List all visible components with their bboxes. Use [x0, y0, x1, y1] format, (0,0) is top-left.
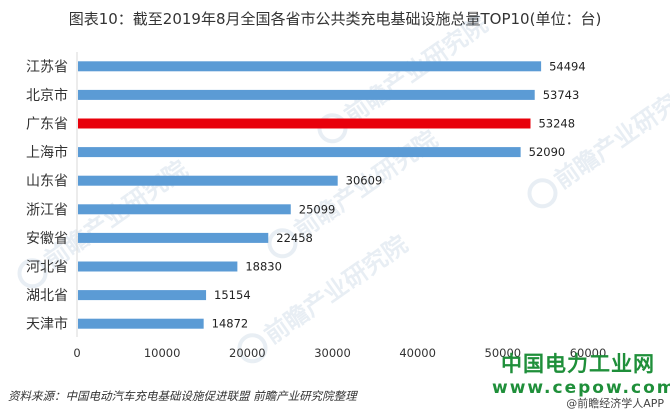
value-label: 15154	[214, 288, 251, 302]
category-label: 山东省	[26, 174, 68, 190]
value-label: 22458	[276, 231, 313, 245]
value-label: 25099	[299, 202, 336, 216]
bar-3	[78, 147, 521, 158]
bar-2	[78, 118, 531, 129]
bar-0	[78, 61, 542, 72]
bar-9	[78, 318, 204, 329]
value-label: 52090	[529, 145, 566, 159]
site-watermark: 中国电力工业网 www.cepow.com	[492, 348, 670, 398]
value-label: 54494	[549, 59, 586, 73]
x-tick-label: 40000	[399, 346, 436, 360]
x-tick-label: 0	[73, 346, 80, 360]
bar-5	[78, 204, 291, 215]
bar-4	[78, 175, 338, 186]
chart-title: 图表10：截至2019年8月全国各省市公共类充电基础设施总量TOP10(单位：台…	[68, 10, 602, 28]
x-tick-label: 30000	[314, 346, 351, 360]
source-note: 资料来源：中国电动汽车充电基础设施促进联盟 前瞻产业研究院整理	[8, 389, 357, 403]
bar-6	[78, 232, 269, 243]
category-label: 河北省	[26, 260, 68, 276]
value-label: 30609	[346, 174, 383, 188]
value-label: 14872	[212, 317, 249, 331]
category-label: 天津市	[26, 316, 68, 333]
category-label: 上海市	[26, 144, 68, 161]
value-label: 53743	[543, 88, 580, 102]
category-label: 江苏省	[26, 59, 68, 75]
category-label: 湖北省	[26, 288, 68, 304]
site-watermark-url: www.cepow.com	[492, 378, 670, 398]
x-tick-label: 60000	[570, 346, 607, 360]
category-label: 浙江省	[26, 202, 68, 218]
category-label: 广东省	[26, 117, 68, 133]
bar-8	[78, 290, 207, 301]
value-label: 53248	[538, 117, 575, 131]
x-tick-label: 10000	[144, 346, 181, 360]
bar-7	[78, 261, 238, 272]
category-label: 安徽省	[26, 231, 68, 247]
value-label: 18830	[245, 260, 282, 274]
svg-text:前瞻产业研究院: 前瞻产业研究院	[259, 230, 413, 349]
x-tick-label: 20000	[229, 346, 266, 360]
category-label: 北京市	[26, 87, 68, 104]
site-watermark-name: 中国电力工业网	[501, 352, 655, 376]
bar-1	[78, 89, 535, 100]
app-watermark: @前瞻经济学人APP	[566, 397, 664, 410]
x-tick-label: 50000	[485, 346, 522, 360]
